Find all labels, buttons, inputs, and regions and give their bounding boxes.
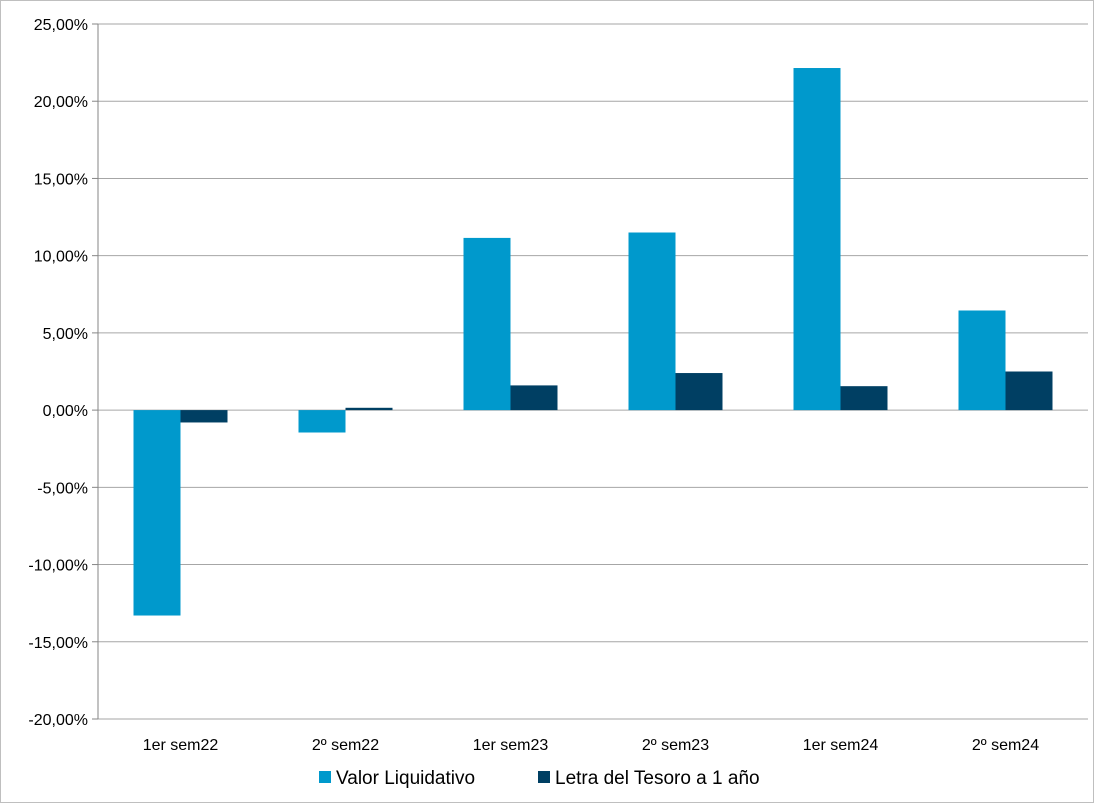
bar <box>958 310 1006 411</box>
x-tick-label: 2º sem24 <box>972 737 1039 754</box>
legend-label: Valor Liquidativo <box>336 768 475 789</box>
bar <box>840 386 888 411</box>
bar <box>463 237 511 411</box>
y-tick-label: 25,00% <box>34 17 88 34</box>
x-tick-label: 1er sem23 <box>473 737 549 754</box>
legend-swatch <box>538 771 550 783</box>
y-tick-label: 10,00% <box>34 249 88 266</box>
x-tick-label: 2º sem22 <box>312 737 379 754</box>
x-axis: 1er sem22 2º sem22 1er sem23 2º sem23 1er se… <box>143 737 1040 754</box>
bar <box>793 68 841 411</box>
legend-label: Letra del Tesoro a 1 año <box>555 768 760 789</box>
y-tick-label: -5,00% <box>37 480 88 497</box>
bar <box>510 385 558 411</box>
y-tick-label: 0,00% <box>43 403 88 420</box>
x-tick-label: 1er sem24 <box>803 737 879 754</box>
bar <box>1005 371 1053 411</box>
y-axis: 25,00% 20,00% 15,00% 10,00% 5,00% 0,00% -5,00%… <box>28 17 99 729</box>
bar <box>133 410 181 616</box>
y-tick-label: -15,00% <box>28 635 88 652</box>
bar <box>180 410 228 423</box>
bar <box>628 232 676 411</box>
legend-swatch <box>319 771 331 783</box>
bars <box>133 68 1053 616</box>
bar <box>345 407 393 411</box>
y-tick-label: 5,00% <box>43 326 88 343</box>
bar <box>675 373 723 411</box>
x-tick-label: 1er sem22 <box>143 737 219 754</box>
gridlines <box>98 23 1088 720</box>
legend: Valor Liquidativo Letra del Tesoro a 1 añ… <box>319 768 760 789</box>
y-tick-label: -10,00% <box>28 558 88 575</box>
y-tick-label: -20,00% <box>28 712 88 729</box>
y-tick-label: 20,00% <box>34 94 88 111</box>
y-tick-label: 15,00% <box>34 171 88 188</box>
bar <box>298 410 346 433</box>
x-tick-label: 2º sem23 <box>642 737 709 754</box>
